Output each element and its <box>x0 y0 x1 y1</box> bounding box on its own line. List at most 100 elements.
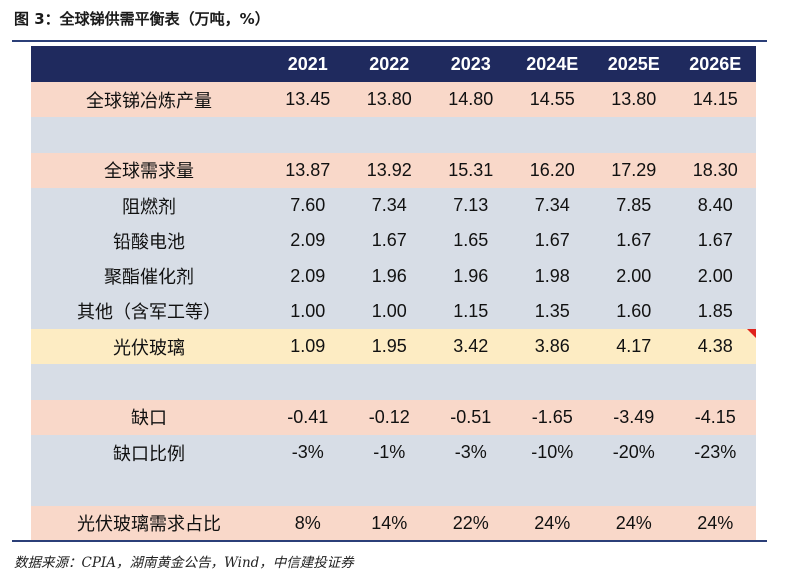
header-cell: 2026E <box>674 46 756 82</box>
row-label: 其他（含军工等） <box>31 293 267 330</box>
table-cell-value: 4.38 <box>697 336 733 357</box>
table-cell: 1.96 <box>348 258 430 294</box>
table-cell: 17.29 <box>593 152 675 188</box>
table-cell: -20% <box>593 434 675 471</box>
header-cell: 2022 <box>348 46 430 82</box>
comment-marker-icon <box>747 329 756 339</box>
table-cell: 3.86 <box>511 329 593 365</box>
table-cell <box>674 364 756 400</box>
table-row: 全球锑冶炼产量 13.45 13.80 14.80 14.55 13.80 14… <box>31 82 756 118</box>
table-cell: 13.45 <box>267 82 349 118</box>
table-cell: 1.00 <box>348 293 430 330</box>
table-cell: 18.30 <box>674 152 756 188</box>
table-cell: 1.65 <box>430 223 512 259</box>
table-cell: 13.87 <box>267 152 349 188</box>
table-cell <box>430 364 512 400</box>
spacer-row <box>31 117 756 153</box>
highlight-row: 光伏玻璃 1.09 1.95 3.42 3.86 4.17 4.38 <box>31 329 756 365</box>
table-cell: 22% <box>430 505 512 541</box>
table-cell: -23% <box>674 434 756 471</box>
table-row: 光伏玻璃需求占比 8% 14% 22% 24% 24% 24% <box>31 505 756 541</box>
table-cell: 24% <box>511 505 593 541</box>
table-cell <box>511 364 593 400</box>
table-cell: 13.92 <box>348 152 430 188</box>
table-cell: 1.60 <box>593 293 675 330</box>
row-label: 缺口 <box>31 399 267 435</box>
table-cell: 2.00 <box>674 258 756 294</box>
table-cell: 3.42 <box>430 329 512 365</box>
top-rule <box>12 40 767 42</box>
table-cell: 24% <box>674 505 756 541</box>
table-cell: 1.67 <box>593 223 675 259</box>
source-note: 数据来源：CPIA，湖南黄金公告，Wind，中信建投证券 <box>14 555 354 571</box>
table-cell: 2.09 <box>267 258 349 294</box>
table-row: 其他（含军工等） 1.00 1.00 1.15 1.35 1.60 1.85 <box>31 293 756 330</box>
table-cell <box>430 117 512 153</box>
row-label: 光伏玻璃需求占比 <box>31 505 267 541</box>
table-cell: 13.80 <box>593 82 675 118</box>
table-cell: -0.51 <box>430 399 512 435</box>
table-cell: 8% <box>267 505 349 541</box>
spacer-row <box>31 470 756 506</box>
table-cell: 8.40 <box>674 187 756 224</box>
table-cell: 1.35 <box>511 293 593 330</box>
table-cell: 14.80 <box>430 82 512 118</box>
row-label: 全球需求量 <box>31 152 267 188</box>
table-row: 缺口 -0.41 -0.12 -0.51 -1.65 -3.49 -4.15 <box>31 399 756 435</box>
table-cell: 14.15 <box>674 82 756 118</box>
header-cell: 2025E <box>593 46 675 82</box>
header-cell: 2021 <box>267 46 349 82</box>
table-cell: 13.80 <box>348 82 430 118</box>
table-cell: 1.00 <box>267 293 349 330</box>
header-cell: 2024E <box>511 46 593 82</box>
table-cell <box>267 364 349 400</box>
table-cell: 14% <box>348 505 430 541</box>
header-cell <box>31 46 267 82</box>
table-cell <box>674 117 756 153</box>
table-cell: 1.96 <box>430 258 512 294</box>
table-row: 聚酯催化剂 2.09 1.96 1.96 1.98 2.00 2.00 <box>31 258 756 294</box>
table-cell: 7.34 <box>511 187 593 224</box>
table-cell: -3.49 <box>593 399 675 435</box>
table-cell <box>593 364 675 400</box>
table-cell: 1.85 <box>674 293 756 330</box>
table-cell <box>511 470 593 506</box>
row-label: 缺口比例 <box>31 434 267 471</box>
table-cell: 7.13 <box>430 187 512 224</box>
table-cell: 14.55 <box>511 82 593 118</box>
table-cell: 1.67 <box>348 223 430 259</box>
table-cell <box>511 117 593 153</box>
table-cell: 4.17 <box>593 329 675 365</box>
table-cell: 1.67 <box>511 223 593 259</box>
bottom-rule <box>12 540 767 542</box>
table-cell: 2.09 <box>267 223 349 259</box>
table-cell: 1.09 <box>267 329 349 365</box>
spacer-row <box>31 364 756 400</box>
table-cell: 1.67 <box>674 223 756 259</box>
table-cell: 15.31 <box>430 152 512 188</box>
table-cell: 1.95 <box>348 329 430 365</box>
row-label: 聚酯催化剂 <box>31 258 267 294</box>
table-row: 阻燃剂 7.60 7.34 7.13 7.34 7.85 8.40 <box>31 187 756 224</box>
table-cell <box>348 117 430 153</box>
table-cell: 7.85 <box>593 187 675 224</box>
table-row: 缺口比例 -3% -1% -3% -10% -20% -23% <box>31 434 756 471</box>
row-label: 光伏玻璃 <box>31 329 267 365</box>
table-cell: 24% <box>593 505 675 541</box>
row-label: 阻燃剂 <box>31 187 267 224</box>
table-cell <box>430 470 512 506</box>
table-cell: -1.65 <box>511 399 593 435</box>
table-cell: 4.38 <box>674 329 756 365</box>
table-cell: 7.34 <box>348 187 430 224</box>
supply-demand-table: 2021 2022 2023 2024E 2025E 2026E 全球锑冶炼产量… <box>31 46 756 541</box>
table-cell <box>348 470 430 506</box>
row-label: 全球锑冶炼产量 <box>31 82 267 118</box>
table-cell <box>267 117 349 153</box>
row-label <box>31 470 267 506</box>
table-cell <box>267 470 349 506</box>
table-cell: 1.15 <box>430 293 512 330</box>
figure-title: 图 3：全球锑供需平衡表（万吨，%） <box>14 10 270 28</box>
table-cell: 2.00 <box>593 258 675 294</box>
table-cell <box>674 470 756 506</box>
table-cell: -0.41 <box>267 399 349 435</box>
